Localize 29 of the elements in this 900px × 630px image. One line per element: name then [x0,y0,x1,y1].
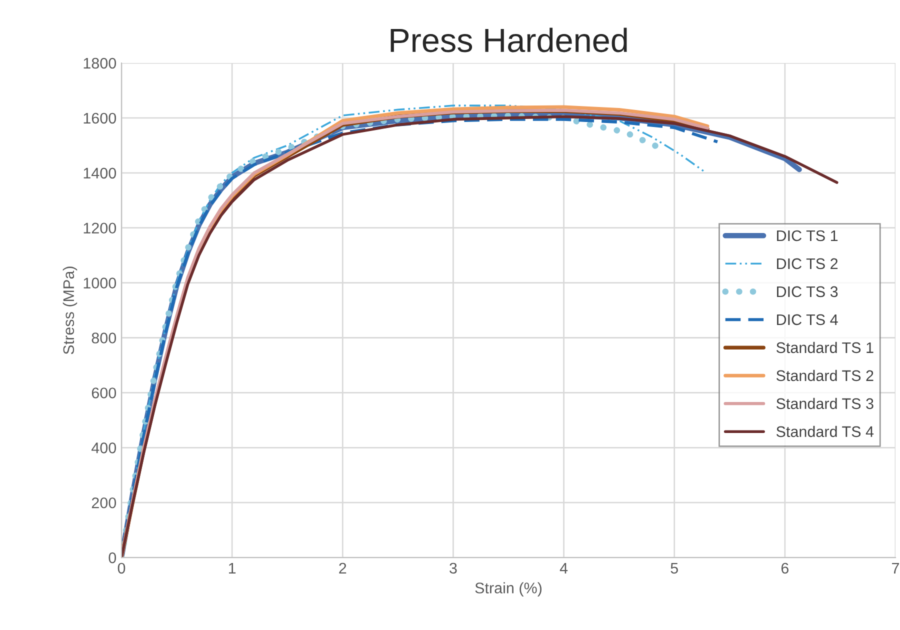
legend-label: Standard TS 4 [776,426,874,438]
y-tick-label: 1200 [84,222,116,234]
x-tick-label: 2 [339,562,346,574]
y-tick-label: 800 [92,332,116,344]
legend-label: Standard TS 3 [776,398,874,410]
y-tick-label: 0 [108,552,116,564]
y-tick-label: 1600 [84,112,116,124]
legend-label: Standard TS 1 [776,342,874,354]
x-tick-label: 0 [118,562,126,574]
y-axis-title: Stress (MPa) [62,266,78,354]
legend-label: DIC TS 2 [777,258,838,270]
x-tick-label: 5 [670,562,678,574]
y-tick-label: 200 [92,497,116,508]
y-tick-label: 1000 [84,278,116,288]
legend-label: Standard TS 2 [776,370,874,382]
x-tick-label: 6 [781,562,789,574]
x-axis-title: Strain (%) [475,582,542,596]
x-tick-label: 3 [450,562,457,574]
legend-label: DIC TS 4 [777,314,838,326]
x-tick-label: 7 [892,562,899,574]
y-tick-label: 1400 [84,168,116,179]
y-tick-label: 400 [92,442,116,454]
chart-title: Press Hardened [390,28,627,52]
y-tick-label: 600 [92,388,116,398]
x-tick-label: 4 [560,562,568,574]
legend-label: DIC TS 1 [777,230,838,242]
legend-label: DIC TS 3 [777,286,838,298]
y-tick-label: 1800 [84,58,116,69]
x-tick-label: 1 [228,562,236,574]
